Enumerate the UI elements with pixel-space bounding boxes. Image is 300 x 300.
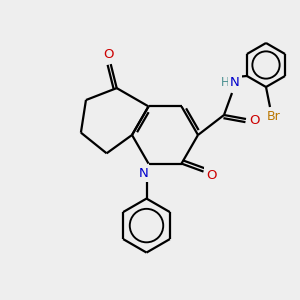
Text: N: N — [230, 76, 240, 89]
Text: O: O — [249, 115, 259, 128]
Text: Br: Br — [267, 110, 281, 124]
Text: O: O — [206, 169, 217, 182]
Text: N: N — [139, 167, 148, 180]
Text: H: H — [220, 76, 230, 89]
Text: O: O — [103, 48, 114, 61]
